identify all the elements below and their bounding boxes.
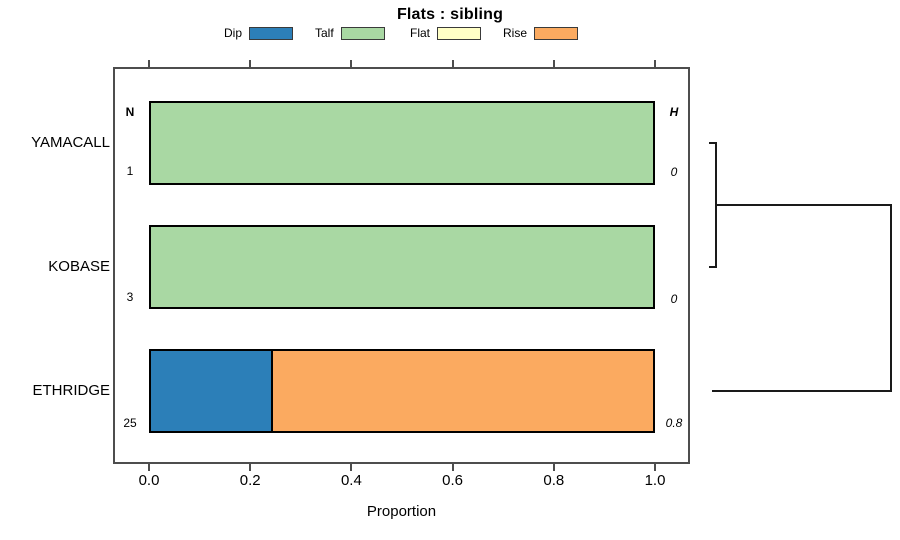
h-column-header: H [669,105,679,119]
legend-item-talf: Talf [315,25,385,41]
category-label-yamacall: YAMACALL [31,134,110,151]
n-value-yamacall: 1 [126,164,134,178]
h-value-yamacall: 0 [670,165,678,179]
legend-swatch-flat [437,26,482,40]
x-axis-bottom-tick [451,464,454,471]
x-axis-title: Proportion [366,503,437,520]
legend-label-rise: Rise [503,26,528,40]
legend-item-rise: Rise [503,25,579,41]
bar-segment-talf [151,103,653,183]
category-label-ethridge: ETHRIDGE [32,382,110,399]
chart-title: Flats : sibling [396,6,504,23]
dendrogram-leaf-yamacall [709,142,717,144]
x-axis-top-tick [552,60,555,67]
dendrogram-join-2 [890,204,892,392]
x-axis-bottom-tick [148,464,150,471]
bar-ethridge [149,349,655,433]
legend-swatch-talf [340,26,385,40]
x-tick-label: 0.0 [138,472,160,489]
legend-label-dip: Dip [224,26,243,40]
x-axis-bottom-tick [350,464,353,471]
dendrogram-leaf-kobase [709,266,717,268]
x-axis-bottom-tick [654,464,656,471]
x-axis-top-tick [451,60,454,67]
legend-swatch-dip [249,26,294,40]
bar-segment-rise [271,351,653,431]
legend-item-flat: Flat [410,25,482,41]
n-value-kobase: 3 [126,290,134,304]
legend-swatch-rise [534,26,579,40]
h-value-ethridge: 0.8 [665,416,683,430]
dendrogram-leaf-ethridge [712,390,892,392]
x-axis-top-tick [148,60,150,67]
legend-item-dip: Dip [224,25,294,41]
x-axis-bottom-tick [552,464,555,471]
category-label-kobase: KOBASE [48,258,110,275]
x-axis-top-tick [249,60,252,67]
dendrogram-branch-cluster1 [715,204,892,206]
x-axis-top-tick [654,60,656,67]
plot-box [113,67,690,464]
x-tick-label: 0.6 [442,472,464,489]
bar-yamacall [149,101,655,185]
bar-segment-talf [151,227,653,307]
x-tick-label: 1.0 [644,472,666,489]
x-tick-label: 0.4 [340,472,362,489]
n-column-header: N [125,105,135,119]
legend-label-talf: Talf [315,26,334,40]
x-tick-label: 0.8 [543,472,565,489]
legend-label-flat: Flat [410,26,431,40]
bar-segment-dip [151,351,272,431]
h-value-kobase: 0 [670,292,678,306]
x-axis-bottom-tick [249,464,252,471]
x-axis-top-tick [350,60,353,67]
n-value-ethridge: 25 [123,416,137,430]
x-tick-label: 0.2 [239,472,261,489]
bar-kobase [149,225,655,309]
